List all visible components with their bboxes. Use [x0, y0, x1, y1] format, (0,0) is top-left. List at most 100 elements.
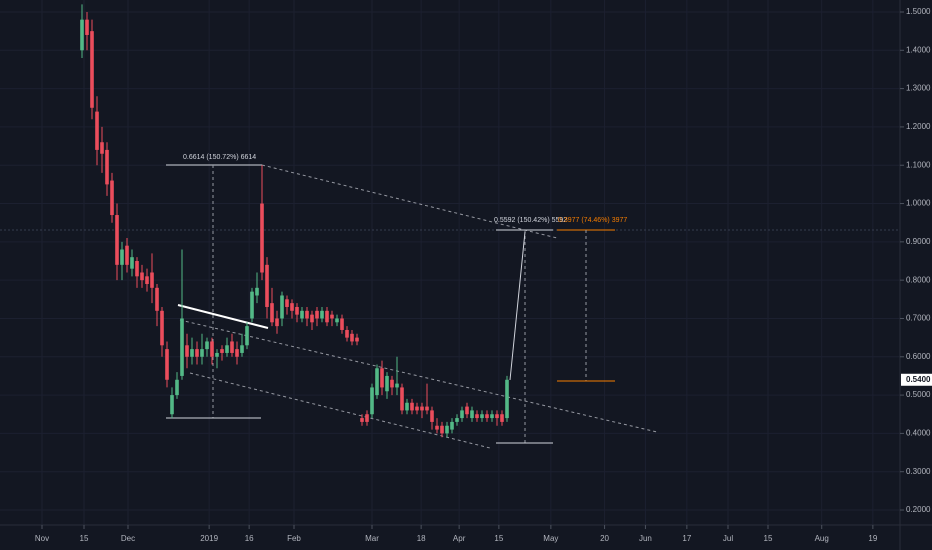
- candle-body: [305, 310, 309, 319]
- y-tick-label: 1.4000: [906, 45, 931, 54]
- candle-body: [340, 318, 344, 330]
- candle-body: [130, 257, 134, 269]
- candle-body: [245, 326, 249, 346]
- candle-body: [235, 349, 239, 357]
- trend-line: [261, 164, 558, 239]
- candle-body: [155, 287, 159, 311]
- candle-body: [470, 410, 474, 419]
- y-tick-label: 1.3000: [906, 84, 931, 93]
- candle-body: [95, 111, 99, 150]
- candle-body: [490, 414, 494, 419]
- candle-body: [325, 310, 329, 323]
- candle-body: [240, 345, 244, 353]
- candle-body: [225, 345, 229, 353]
- candle-body: [310, 314, 314, 323]
- candle-body: [230, 341, 234, 353]
- candle-body: [270, 303, 274, 323]
- candle-body: [125, 245, 129, 265]
- candle-body: [480, 414, 484, 419]
- candle-body: [485, 414, 489, 419]
- candle-body: [405, 402, 409, 411]
- candle-body: [90, 31, 94, 108]
- candle-body: [390, 379, 394, 388]
- y-tick-label: 0.2000: [906, 505, 931, 514]
- candle-body: [450, 421, 454, 430]
- trend-line: [177, 304, 269, 329]
- x-tick-label: Feb: [287, 534, 301, 543]
- y-tick-label: 0.8000: [906, 275, 931, 284]
- x-tick-label: Dec: [121, 534, 135, 543]
- candle-body: [370, 387, 374, 415]
- measure-label: 0.6614 (150.72%) 6614: [183, 154, 256, 161]
- candle-body: [420, 406, 424, 411]
- candle-body: [190, 349, 194, 357]
- candle-body: [115, 215, 119, 265]
- last-price-box: [901, 373, 932, 386]
- candle-body: [435, 425, 439, 430]
- candle-body: [505, 379, 509, 419]
- candle-body: [320, 310, 324, 319]
- x-tick-label: 19: [868, 534, 877, 543]
- x-tick-label: 2019: [200, 534, 218, 543]
- candle-body: [345, 329, 349, 338]
- candle-body: [285, 299, 289, 307]
- candle-body: [360, 418, 364, 422]
- candle-body: [315, 310, 319, 319]
- measure-label: 0.5592 (150.42%) 5592: [494, 217, 567, 224]
- x-tick-label: Jul: [723, 534, 733, 543]
- candle-body: [425, 406, 429, 411]
- grid: [0, 0, 900, 525]
- candle-body: [100, 142, 104, 154]
- y-tick-label: 0.3000: [906, 467, 931, 476]
- candle-body: [330, 314, 334, 319]
- candle-body: [175, 379, 179, 396]
- x-tick-label: 17: [682, 534, 691, 543]
- candle-body: [220, 349, 224, 353]
- measure-label: 0.3977 (74.46%) 3977: [558, 217, 627, 224]
- candle-body: [200, 349, 204, 357]
- candle-body: [395, 383, 399, 388]
- candle-body: [265, 264, 269, 307]
- candle-body: [85, 19, 89, 35]
- candle-body: [500, 414, 504, 422]
- x-tick-label: 18: [417, 534, 426, 543]
- candle-body: [275, 318, 279, 327]
- candle-body: [280, 295, 284, 319]
- candle-body: [300, 310, 304, 319]
- candle-body: [375, 368, 379, 396]
- y-tick-label: 0.6000: [906, 352, 931, 361]
- x-tick-label: 15: [764, 534, 773, 543]
- x-tick-label: 16: [245, 534, 254, 543]
- y-tick-label: 0.7000: [906, 314, 931, 323]
- candle-body: [400, 387, 404, 411]
- trend-line: [179, 319, 658, 433]
- candle-body: [140, 272, 144, 281]
- candle-body: [445, 425, 449, 434]
- candle-body: [160, 310, 164, 346]
- candle-body: [295, 306, 299, 315]
- candle-body: [135, 261, 139, 277]
- candle-body: [415, 406, 419, 411]
- candle-body: [335, 318, 339, 323]
- candle-body: [495, 414, 499, 419]
- x-tick-label: Nov: [35, 534, 49, 543]
- candle-body: [105, 149, 109, 185]
- x-tick-label: 15: [494, 534, 503, 543]
- last-price-label: 0.5400: [906, 375, 931, 384]
- candle-body: [180, 318, 184, 376]
- y-tick-label: 1.2000: [906, 122, 931, 131]
- y-tick-label: 0.9000: [906, 237, 931, 246]
- candle-body: [120, 249, 124, 265]
- candle-body: [350, 333, 354, 342]
- candle-body: [215, 352, 219, 357]
- candle-body: [250, 291, 254, 319]
- y-tick-label: 0.4000: [906, 429, 931, 438]
- candle-body: [380, 368, 384, 388]
- candle-body: [165, 349, 169, 380]
- x-tick-label: 20: [600, 534, 609, 543]
- candle-body: [170, 395, 174, 415]
- candle-body: [150, 272, 154, 288]
- candle-body: [110, 180, 114, 216]
